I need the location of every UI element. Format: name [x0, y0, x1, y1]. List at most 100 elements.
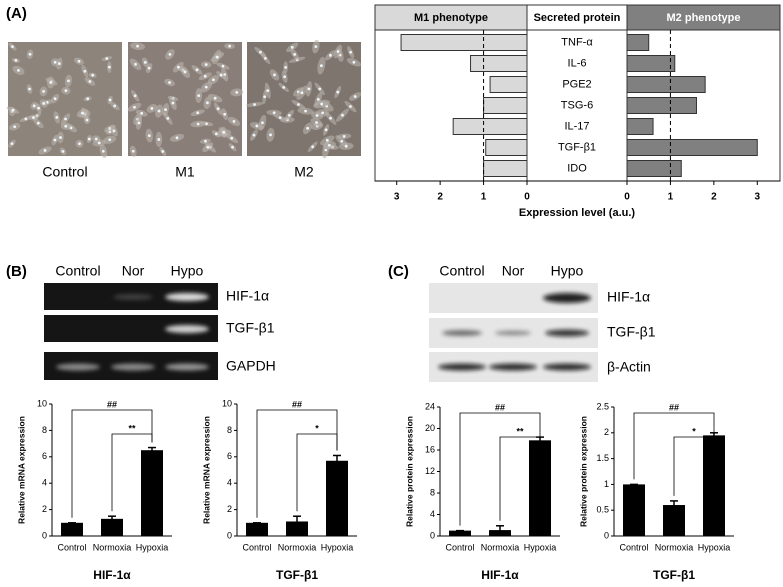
blot	[429, 283, 598, 382]
header-box	[626, 4, 781, 31]
micrograph	[8, 42, 122, 156]
nucleus	[282, 85, 286, 89]
y-tick-label: 6	[42, 451, 47, 461]
nucleus	[230, 136, 234, 140]
nucleus	[204, 63, 208, 66]
band	[165, 325, 209, 333]
nucleus	[212, 78, 215, 82]
nucleus	[349, 105, 352, 108]
nucleus	[168, 81, 171, 84]
nucleus	[206, 101, 209, 105]
nucleus	[221, 64, 225, 68]
bar	[61, 522, 83, 536]
nucleus	[261, 121, 264, 125]
band	[113, 294, 153, 300]
category-label: PGE2	[562, 78, 591, 90]
nucleus	[352, 60, 356, 64]
nucleus	[321, 111, 325, 115]
bar	[663, 505, 685, 536]
nucleus	[290, 45, 294, 49]
x-tick-label: 0	[524, 192, 530, 203]
nucleus	[297, 103, 300, 106]
nucleus	[64, 89, 68, 93]
nucleus	[176, 65, 180, 69]
nucleus	[304, 109, 307, 113]
nucleus	[314, 45, 318, 49]
nucleus	[17, 68, 20, 72]
lane-label: Control	[439, 263, 484, 279]
nucleus	[11, 45, 14, 49]
nucleus	[36, 121, 40, 125]
bar	[483, 97, 528, 114]
significance-label: ##	[669, 402, 679, 412]
nucleus	[216, 107, 220, 111]
bar	[470, 55, 528, 72]
nucleus	[14, 59, 18, 62]
nucleus	[336, 90, 340, 94]
y-axis-label: Relative protein expression	[404, 416, 414, 527]
y-tick-label: 12	[425, 466, 435, 476]
lane-label: Nor	[502, 263, 525, 279]
nucleus	[157, 138, 161, 141]
y-tick-label: 4	[430, 509, 435, 519]
nucleus	[147, 66, 151, 70]
y-tick-label: 8	[227, 425, 232, 435]
band	[165, 363, 209, 371]
category-label: TSG-6	[561, 99, 593, 111]
nucleus	[329, 53, 332, 57]
nucleus	[228, 44, 232, 48]
nucleus	[231, 145, 234, 149]
chart-title: HIF-1α	[93, 568, 131, 582]
column-header: Secreted protein	[534, 12, 621, 24]
x-tick-label: 2	[711, 192, 717, 203]
significance-label: ##	[292, 399, 302, 409]
y-tick-label: 16	[425, 444, 435, 454]
nucleus	[300, 91, 304, 95]
significance-bracket	[71, 409, 153, 518]
panel-label: (A)	[6, 5, 27, 22]
lane-label: Control	[55, 263, 100, 279]
nucleus	[306, 126, 310, 130]
nucleus	[91, 73, 95, 77]
bar	[703, 435, 725, 536]
gene-label: HIF-1α	[226, 288, 269, 304]
band	[543, 363, 591, 371]
significance-label: ##	[107, 399, 117, 409]
nucleus	[78, 142, 81, 146]
chart-title: HIF-1α	[481, 568, 519, 582]
nucleus	[273, 73, 276, 77]
nucleus	[37, 106, 41, 110]
header-box	[526, 4, 628, 31]
nucleus	[341, 113, 344, 117]
bar	[626, 55, 676, 72]
x-tick-label: Control	[57, 542, 86, 552]
band	[111, 363, 155, 371]
nucleus	[336, 50, 340, 53]
significance-bracket	[633, 412, 715, 480]
x-tick-label: Normoxia	[481, 542, 520, 552]
significance-label: *	[315, 423, 319, 433]
y-tick-label: 10	[222, 398, 232, 408]
bar	[626, 160, 682, 177]
chart-title: TGF-β1	[276, 568, 318, 582]
y-tick-label: 6	[227, 451, 232, 461]
nucleus	[205, 122, 208, 126]
bar	[246, 522, 268, 536]
nucleus	[143, 61, 147, 64]
y-tick-label: 2.5	[596, 401, 609, 411]
band	[543, 293, 591, 303]
x-tick-label: 3	[755, 192, 761, 203]
gel	[44, 283, 218, 380]
nucleus	[318, 87, 322, 91]
y-tick-label: 2	[42, 504, 47, 514]
protein-label: HIF-1α	[607, 289, 650, 305]
significance-label: *	[692, 426, 696, 436]
nucleus	[353, 95, 357, 98]
significance-bracket	[499, 432, 541, 521]
x-tick-label: Control	[619, 542, 648, 552]
band	[165, 293, 209, 301]
category-label: TGF-β1	[558, 141, 596, 153]
nucleus	[85, 118, 89, 122]
nucleus	[28, 87, 31, 91]
significance-label: **	[128, 423, 136, 433]
